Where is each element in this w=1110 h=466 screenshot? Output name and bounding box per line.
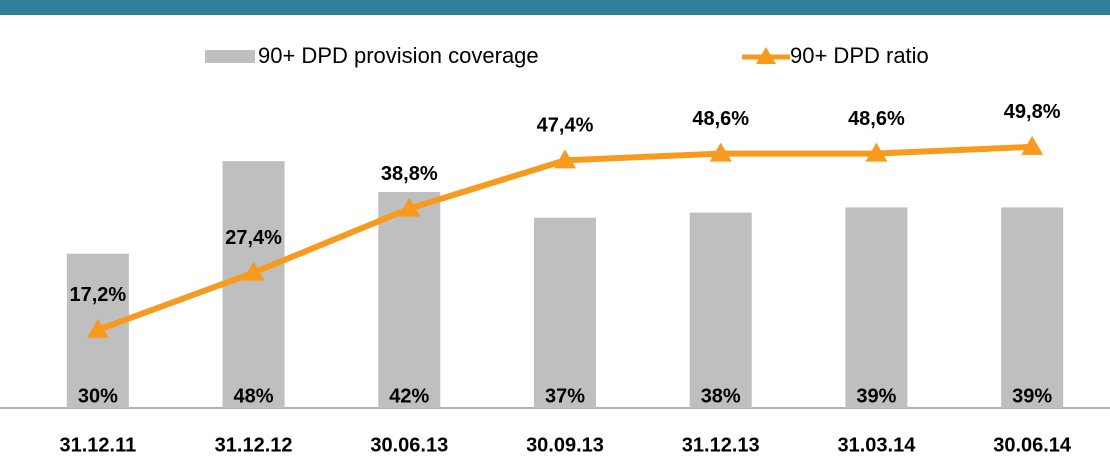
line-marker xyxy=(86,318,109,338)
line-marker xyxy=(865,142,888,162)
x-tick-label: 31.12.13 xyxy=(682,434,760,456)
bar xyxy=(1001,207,1064,408)
x-tick-label: 30.06.14 xyxy=(993,434,1072,456)
bar-label: 39% xyxy=(856,385,896,407)
x-tick-label: 31.12.11 xyxy=(59,434,136,456)
bar xyxy=(845,207,908,408)
bar-label: 42% xyxy=(389,385,429,407)
bar-label: 37% xyxy=(545,385,585,407)
bar xyxy=(222,161,285,408)
legend-swatch-bar xyxy=(205,50,255,63)
bar xyxy=(534,217,596,408)
line-label: 48,6% xyxy=(848,108,905,130)
bar xyxy=(689,212,752,408)
line-label: 48,6% xyxy=(692,108,749,130)
legend-label: 90+ DPD provision coverage xyxy=(258,43,539,68)
bar-label: 39% xyxy=(1012,385,1052,407)
header-band xyxy=(0,0,1110,15)
line-label: 47,4% xyxy=(537,115,594,137)
line-label: 38,8% xyxy=(381,163,438,185)
x-tick-label: 30.09.13 xyxy=(526,434,604,456)
line-marker xyxy=(1021,135,1044,155)
line-marker xyxy=(398,197,421,217)
line-label: 27,4% xyxy=(225,227,282,249)
line-label: 17,2% xyxy=(69,284,126,306)
legend-label: 90+ DPD ratio xyxy=(790,43,929,68)
x-tick-label: 31.03.14 xyxy=(837,434,916,456)
line-marker xyxy=(709,142,732,162)
x-tick-label: 30.06.13 xyxy=(370,434,448,456)
bar-label: 30% xyxy=(78,385,118,407)
x-tick-label: 31.12.12 xyxy=(215,434,293,456)
line-label: 49,8% xyxy=(1004,101,1061,123)
bar-label: 38% xyxy=(701,385,741,407)
legend-marker xyxy=(756,47,776,64)
bar-label: 48% xyxy=(234,385,274,407)
line-marker xyxy=(242,261,265,281)
line-marker xyxy=(554,149,576,169)
bar xyxy=(378,192,441,408)
